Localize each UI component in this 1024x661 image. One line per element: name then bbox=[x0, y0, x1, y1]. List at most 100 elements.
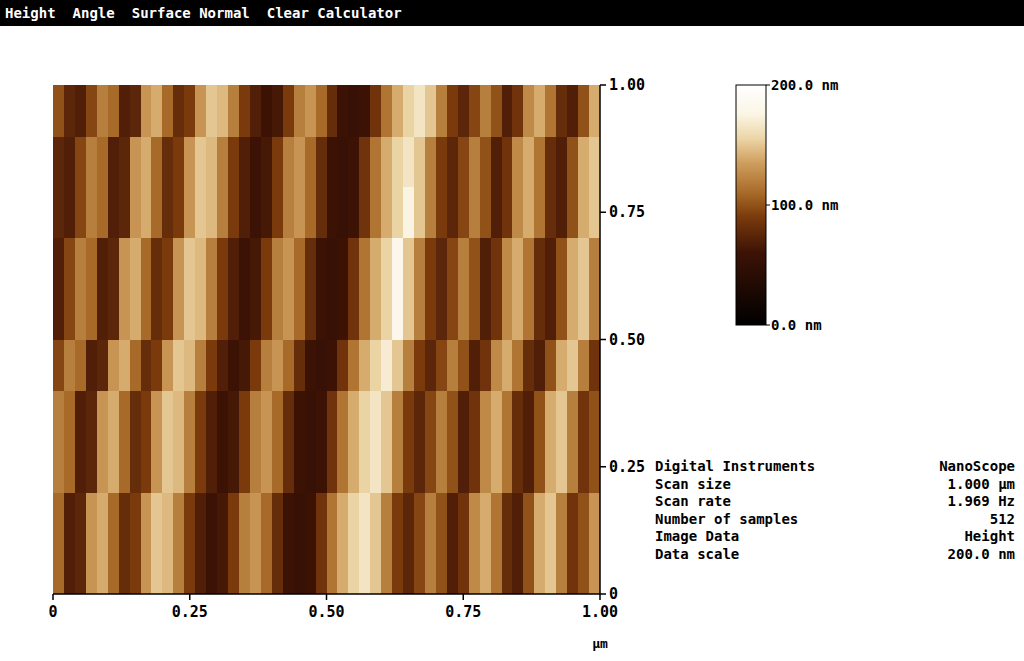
info-value: Height bbox=[964, 528, 1015, 544]
height-cell bbox=[523, 187, 535, 239]
height-cell bbox=[228, 340, 240, 392]
height-cell bbox=[316, 390, 328, 442]
height-cell bbox=[272, 543, 284, 594]
height-cell bbox=[184, 136, 196, 188]
height-cell bbox=[75, 390, 87, 442]
height-cell bbox=[381, 85, 393, 137]
height-cell bbox=[589, 85, 600, 137]
height-cell bbox=[414, 543, 426, 594]
height-cell bbox=[305, 289, 317, 341]
height-cell bbox=[217, 340, 229, 392]
height-cell bbox=[502, 340, 514, 392]
height-cell bbox=[184, 238, 196, 290]
height-cell bbox=[370, 289, 382, 341]
height-cell bbox=[480, 187, 492, 239]
height-cell bbox=[491, 492, 503, 544]
height-cell bbox=[162, 390, 174, 442]
height-cell bbox=[512, 289, 524, 341]
menu-item[interactable]: Height bbox=[5, 5, 56, 21]
height-cell bbox=[195, 289, 207, 341]
height-cell bbox=[359, 441, 371, 493]
height-cell bbox=[195, 492, 207, 544]
height-cell bbox=[337, 441, 349, 493]
height-cell bbox=[239, 492, 251, 544]
height-cell bbox=[184, 187, 196, 239]
height-cell bbox=[534, 136, 546, 188]
height-cell bbox=[534, 492, 546, 544]
height-cell bbox=[316, 340, 328, 392]
height-cell bbox=[162, 492, 174, 544]
height-cell bbox=[556, 187, 568, 239]
height-cell bbox=[162, 543, 174, 594]
height-cell bbox=[97, 85, 109, 137]
height-cell bbox=[206, 441, 218, 493]
height-cell bbox=[75, 238, 87, 290]
height-cell bbox=[589, 289, 600, 341]
height-cell bbox=[403, 441, 415, 493]
height-cell bbox=[217, 238, 229, 290]
height-cell bbox=[381, 289, 393, 341]
height-cell bbox=[119, 390, 131, 442]
height-cell bbox=[502, 187, 514, 239]
height-cell bbox=[86, 238, 98, 290]
height-cell bbox=[162, 441, 174, 493]
height-cell bbox=[217, 492, 229, 544]
menu-item[interactable]: Clear Calculator bbox=[267, 5, 402, 21]
height-cell bbox=[491, 289, 503, 341]
height-cell bbox=[403, 136, 415, 188]
height-cell bbox=[458, 340, 470, 392]
height-cell bbox=[381, 187, 393, 239]
height-cell bbox=[458, 238, 470, 290]
height-cell bbox=[589, 238, 600, 290]
info-label: Scan rate bbox=[655, 493, 731, 509]
height-cell bbox=[53, 390, 65, 442]
height-cell bbox=[370, 187, 382, 239]
menu-item[interactable]: Angle bbox=[73, 5, 115, 21]
height-cell bbox=[534, 340, 546, 392]
x-axis-title: μm bbox=[592, 636, 608, 651]
height-cell bbox=[119, 85, 131, 137]
height-cell bbox=[469, 340, 481, 392]
height-cell bbox=[578, 85, 590, 137]
height-cell bbox=[97, 492, 109, 544]
height-cell bbox=[239, 340, 251, 392]
y-tick-label: 0.75 bbox=[609, 203, 645, 221]
menu-item[interactable]: Surface Normal bbox=[132, 5, 250, 21]
height-cell bbox=[294, 492, 306, 544]
height-cell bbox=[119, 492, 131, 544]
height-cell bbox=[337, 492, 349, 544]
height-cell bbox=[392, 492, 404, 544]
height-cell bbox=[228, 543, 240, 594]
height-cell bbox=[108, 390, 120, 442]
height-cell bbox=[425, 340, 437, 392]
height-cell bbox=[283, 340, 295, 392]
x-tick-label: 0.75 bbox=[445, 603, 481, 621]
height-cell bbox=[283, 136, 295, 188]
height-cell bbox=[469, 187, 481, 239]
height-cell bbox=[195, 85, 207, 137]
height-cell bbox=[75, 85, 87, 137]
height-cell bbox=[151, 85, 163, 137]
height-cell bbox=[228, 136, 240, 188]
height-cell bbox=[327, 340, 339, 392]
height-cell bbox=[195, 136, 207, 188]
y-tick-label: 1.00 bbox=[609, 76, 645, 94]
height-cell bbox=[469, 441, 481, 493]
height-cell bbox=[370, 238, 382, 290]
height-cell bbox=[162, 289, 174, 341]
height-cell bbox=[316, 85, 328, 137]
height-cell bbox=[250, 85, 262, 137]
height-cell bbox=[64, 390, 76, 442]
height-cell bbox=[327, 492, 339, 544]
height-cell bbox=[370, 136, 382, 188]
height-cell bbox=[491, 441, 503, 493]
height-cell bbox=[261, 289, 273, 341]
height-cell bbox=[239, 543, 251, 594]
height-cell bbox=[141, 238, 153, 290]
height-cell bbox=[184, 492, 196, 544]
height-cell bbox=[458, 187, 470, 239]
height-map bbox=[53, 85, 600, 594]
height-cell bbox=[217, 543, 229, 594]
y-tick-label: 0.25 bbox=[609, 458, 645, 476]
height-cell bbox=[53, 492, 65, 544]
